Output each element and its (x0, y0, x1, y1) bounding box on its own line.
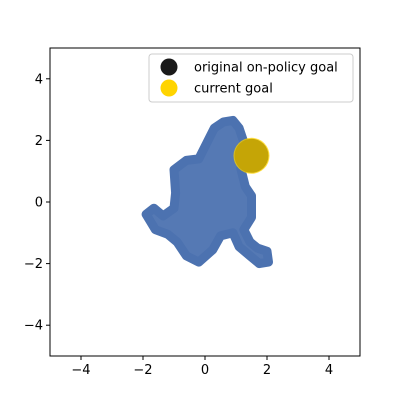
legend-marker-original-goal (160, 58, 178, 76)
x-tick-label: 2 (263, 363, 271, 378)
legend-box (148, 53, 354, 103)
x-tick-label: 4 (325, 363, 333, 378)
axes: −4 −2 0 2 4 −4 −2 0 2 4 (24, 47, 361, 378)
legend-label-original-goal: original on-policy goal (194, 61, 338, 76)
x-tick-label: −4 (71, 363, 90, 378)
current-goal-marker (233, 137, 270, 174)
y-tick-label: 0 (35, 196, 43, 211)
y-tick-label: 2 (35, 134, 43, 149)
y-tick-label: 4 (35, 72, 43, 87)
legend-marker-current-goal (160, 79, 178, 97)
x-tick-label: −2 (133, 363, 152, 378)
y-tick-label: −4 (24, 319, 43, 334)
plot-area (141, 115, 273, 269)
x-tick-label: 0 (201, 363, 209, 378)
y-tick-label: −2 (24, 257, 43, 272)
legend: original on-policy goal current goal (148, 53, 354, 103)
legend-label-current-goal: current goal (194, 82, 273, 97)
